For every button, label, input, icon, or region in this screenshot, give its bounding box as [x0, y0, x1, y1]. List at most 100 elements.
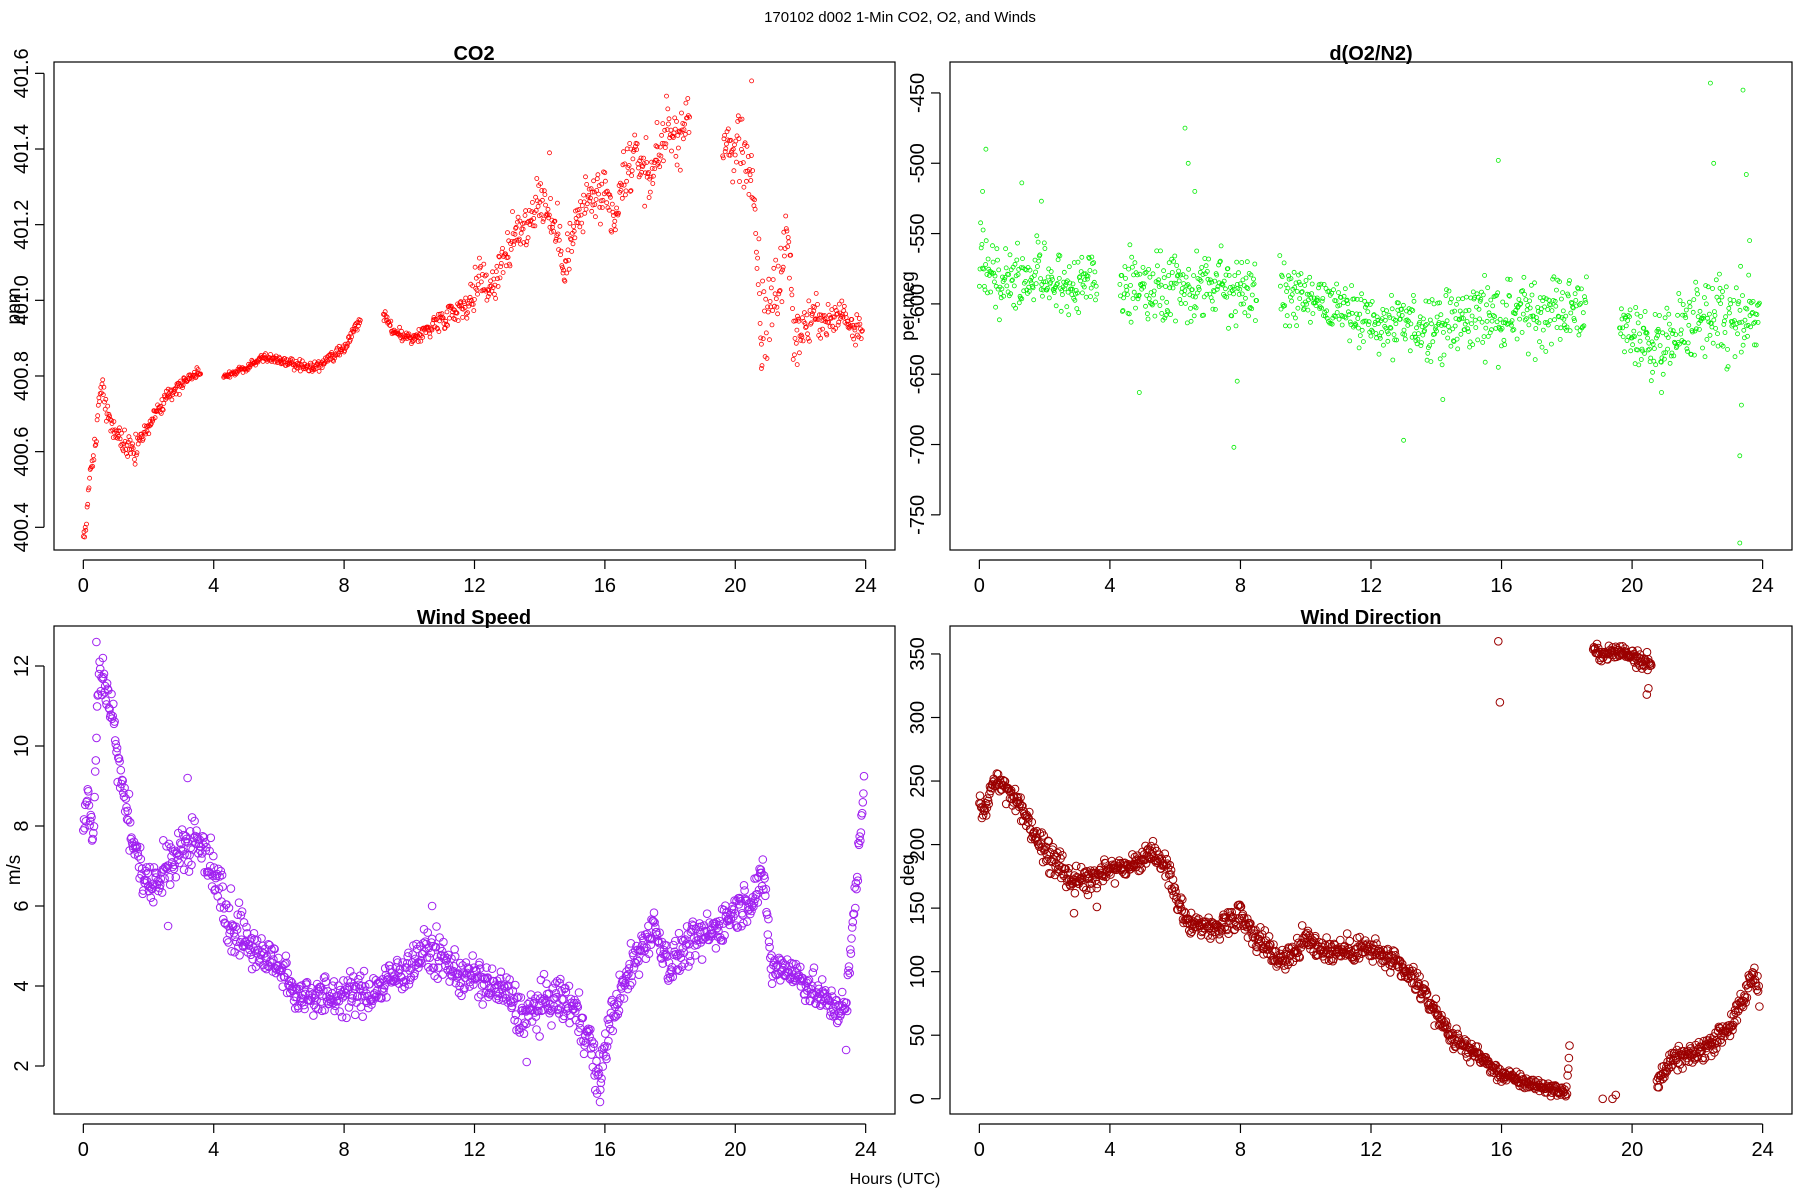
co2-point [470, 301, 476, 307]
o2n2-point [1038, 276, 1043, 282]
co2-panel-ylabel: ppm [4, 288, 25, 325]
o2n2-point [1712, 309, 1717, 315]
co2-point [521, 220, 527, 226]
co2-point [825, 301, 831, 307]
co2-point [765, 304, 770, 310]
o2n2-point [991, 270, 997, 276]
co2-point [773, 296, 779, 302]
co2-point [758, 335, 764, 341]
co2-point [563, 258, 568, 264]
co2-point [634, 141, 640, 147]
co2-point [780, 264, 786, 270]
o2n2-point [1727, 297, 1733, 303]
co2-point [576, 213, 581, 219]
o2n2-point [1454, 336, 1460, 342]
co2-point [735, 113, 741, 119]
o2n2-point [1185, 160, 1191, 166]
o2n2-point [1485, 285, 1491, 291]
co2-point [777, 288, 783, 293]
co2-point [296, 361, 302, 367]
co2-point [297, 357, 303, 362]
o2n2-point [1440, 397, 1446, 402]
co2-point [649, 159, 654, 165]
o2n2-point [1434, 314, 1440, 320]
wind-direction-point [1431, 994, 1441, 1004]
o2n2-point [1583, 300, 1589, 306]
o2n2-point [997, 317, 1002, 323]
o2n2-point [1188, 318, 1194, 324]
co2-point [752, 197, 757, 203]
co2-point [594, 176, 600, 182]
o2n2-point [1359, 291, 1364, 297]
wind-speed-point [691, 951, 700, 960]
co2-point [621, 182, 627, 188]
o2n2-point [1707, 311, 1712, 317]
o2n2-point [1028, 280, 1034, 286]
o2n2-point [1410, 308, 1416, 313]
o2n2-point [1472, 317, 1478, 323]
co2-point [651, 173, 656, 179]
co2-point [351, 326, 357, 332]
o2n2-point [1652, 311, 1658, 317]
co2-point [750, 168, 755, 174]
wind-speed-point [183, 773, 192, 783]
wind-speed-point [224, 938, 233, 947]
o2n2-point [1294, 323, 1299, 329]
co2-point [428, 326, 434, 332]
o2n2-point [1619, 306, 1624, 312]
wind-speed-point [522, 1057, 532, 1067]
o2n2-y-tick-label: -650 [907, 354, 929, 394]
wind-direction-point [1355, 932, 1364, 942]
co2-point [87, 475, 92, 481]
co2-point [576, 206, 582, 212]
o2n2-point [1727, 310, 1732, 316]
co2-point [100, 392, 106, 398]
o2n2-point [1411, 292, 1416, 298]
co2-point [127, 437, 133, 443]
co2-point [560, 265, 565, 271]
o2n2-point [1079, 254, 1085, 260]
o2n2-point [1182, 125, 1188, 131]
o2n2-point [1023, 278, 1028, 284]
co2-point [687, 114, 692, 120]
wind-direction-point [1750, 963, 1759, 973]
o2n2-point [1183, 300, 1188, 306]
co2-point [747, 167, 752, 172]
wind-speed-y-tick-label: 12 [11, 655, 33, 677]
co2-point [496, 253, 502, 259]
o2n2-point [1623, 323, 1629, 329]
o2n2-point [1243, 295, 1248, 301]
co2-point [681, 136, 686, 142]
co2-point [724, 141, 729, 147]
o2n2-point [1242, 310, 1248, 316]
co2-point [646, 195, 652, 200]
co2-point [180, 385, 185, 391]
o2n2-point [1320, 296, 1326, 301]
o2n2-point [1634, 311, 1640, 317]
o2n2-point [1503, 317, 1509, 323]
wind-direction-x-tick-label: 16 [1490, 1139, 1512, 1161]
co2-point [732, 142, 737, 148]
o2n2-point [1226, 325, 1231, 331]
o2n2-point [1622, 349, 1627, 355]
co2-point [443, 321, 449, 327]
o2n2-point [1251, 281, 1257, 287]
co2-point [481, 261, 487, 267]
co2-point [580, 229, 586, 235]
o2n2-point [1015, 272, 1021, 277]
co2-point [512, 231, 518, 237]
co2-point [583, 174, 588, 180]
co2-point [344, 343, 350, 349]
co2-point [104, 418, 109, 424]
o2n2-point [1657, 313, 1662, 318]
wind-speed-point [149, 897, 158, 907]
o2n2-point [1231, 444, 1237, 450]
wind-speed-point [859, 771, 869, 781]
wind-direction-x-tick-label: 8 [1235, 1139, 1246, 1161]
co2-point [124, 442, 130, 448]
o2n2-point [1046, 295, 1052, 301]
co2-point [656, 159, 661, 165]
o2n2-point [1376, 351, 1382, 357]
o2n2-point [1244, 259, 1250, 265]
co2-point [792, 352, 797, 358]
